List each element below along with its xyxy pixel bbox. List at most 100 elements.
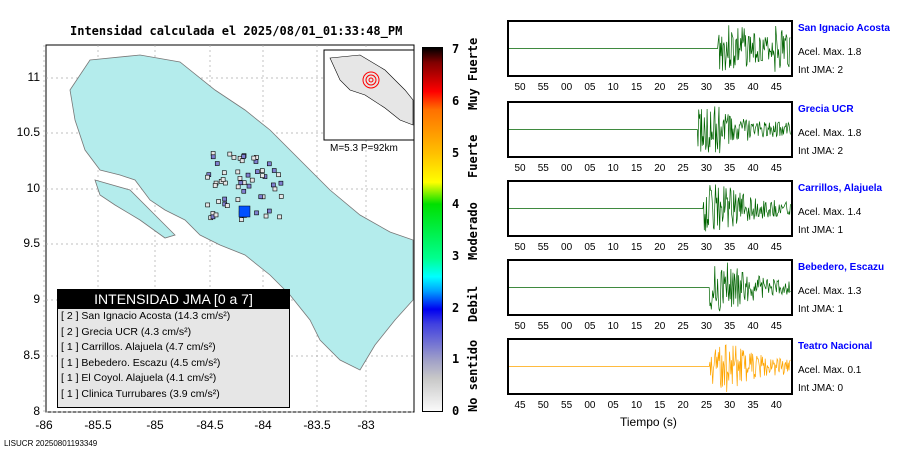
page-title: Intensidad calculada el 2025/08/01_01:33… bbox=[70, 24, 403, 38]
time-tick-label: 20 bbox=[677, 400, 689, 411]
legend-item: [ 2 ] Grecia UCR (4.3 cm/s²) bbox=[61, 325, 192, 338]
time-tick-label: 35 bbox=[724, 242, 736, 253]
station-marker bbox=[267, 208, 272, 214]
station-marker bbox=[276, 172, 281, 178]
time-tick-label: 25 bbox=[677, 321, 689, 332]
colorbar-category: Moderado bbox=[466, 202, 480, 260]
time-tick-label: 20 bbox=[654, 242, 666, 253]
colorbar-category: Muy Fuerte bbox=[466, 37, 480, 110]
lat-tick-label: 8 bbox=[33, 404, 40, 418]
time-tick-label: 50 bbox=[514, 163, 526, 174]
waveform-trace bbox=[509, 25, 791, 72]
time-tick-label: 20 bbox=[654, 321, 666, 332]
waveform-trace bbox=[509, 262, 791, 312]
intensity-legend: INTENSIDAD JMA [0 a 7] [ 2 ] San Ignacio… bbox=[57, 289, 290, 408]
lon-tick-label: -86 bbox=[35, 418, 53, 432]
time-tick-label: 15 bbox=[630, 242, 643, 253]
station-marker bbox=[241, 188, 247, 194]
waveform-panel bbox=[507, 338, 793, 395]
colorbar-value: 2 bbox=[452, 300, 460, 315]
time-tick-label: 35 bbox=[724, 163, 736, 174]
station-marker bbox=[277, 214, 282, 220]
station-marker bbox=[266, 161, 272, 167]
time-tick-label: 15 bbox=[630, 321, 643, 332]
time-tick-label: 10 bbox=[607, 321, 619, 332]
time-tick-label: 55 bbox=[537, 242, 549, 253]
legend-item: [ 1 ] El Coyol. Alajuela (4.1 cm/s²) bbox=[61, 372, 217, 384]
station-marker bbox=[224, 203, 230, 208]
colorbar-value: 7 bbox=[452, 42, 460, 57]
time-tick-label: 15 bbox=[654, 400, 666, 411]
colorbar-value: 4 bbox=[452, 197, 460, 212]
lon-tick-label: -84 bbox=[254, 418, 272, 432]
time-tick-label: 40 bbox=[747, 321, 759, 332]
time-tick-label: 10 bbox=[607, 242, 619, 253]
station-name: Carrillos, Alajuela bbox=[798, 183, 883, 194]
station-marker bbox=[210, 154, 216, 160]
colorbar-category: No sentido bbox=[466, 339, 480, 412]
lat-tick-label: 9.5 bbox=[23, 236, 40, 250]
station-max-accel: Acel. Max. 1.3 bbox=[798, 286, 862, 297]
waveform-trace bbox=[509, 184, 791, 232]
time-tick-label: 10 bbox=[630, 400, 643, 411]
time-tick-label: 05 bbox=[584, 163, 596, 174]
waveform-panel bbox=[507, 180, 793, 237]
time-tick-label: 55 bbox=[537, 163, 549, 174]
time-tick-label: 35 bbox=[747, 400, 759, 411]
time-tick-label: 35 bbox=[724, 82, 736, 93]
time-tick-label: 00 bbox=[561, 163, 573, 174]
time-tick-label: 05 bbox=[584, 321, 596, 332]
station-marker bbox=[239, 158, 245, 164]
time-tick-label: 00 bbox=[561, 242, 573, 253]
station-marker bbox=[220, 177, 226, 182]
waveform-panel bbox=[507, 259, 793, 316]
station-marker bbox=[260, 173, 265, 178]
time-tick-label: 40 bbox=[747, 242, 759, 253]
time-tick-label: 45 bbox=[770, 82, 782, 93]
station-marker bbox=[272, 186, 278, 192]
time-tick-label: 50 bbox=[514, 321, 526, 332]
time-tick-label: 50 bbox=[537, 400, 549, 411]
time-tick-label: 25 bbox=[677, 82, 689, 93]
station-marker bbox=[246, 183, 252, 189]
time-tick-label: 45 bbox=[514, 400, 526, 411]
legend-item: [ 2 ] San Ignacio Acosta (14.3 cm/s²) bbox=[61, 310, 231, 322]
inset-label: M=5.3 P=92km bbox=[330, 143, 398, 154]
colorbar-category: Fuerte bbox=[466, 134, 480, 178]
time-tick-label: 10 bbox=[607, 163, 619, 174]
lat-tick-label: 11 bbox=[27, 70, 40, 84]
station-marker bbox=[235, 169, 241, 175]
station-marker bbox=[245, 172, 251, 178]
lon-tick-label: -84.5 bbox=[196, 418, 224, 432]
lat-tick-label: 10 bbox=[26, 181, 40, 195]
station-marker bbox=[251, 155, 257, 161]
legend-item: [ 1 ] Carrillos. Alajuela (4.7 cm/s²) bbox=[61, 341, 216, 353]
time-tick-label: 50 bbox=[514, 82, 526, 93]
lon-tick-label: -85.5 bbox=[84, 418, 112, 432]
legend-header: INTENSIDAD JMA [0 a 7] bbox=[58, 290, 289, 309]
station-marker bbox=[238, 180, 244, 186]
time-tick-label: 55 bbox=[537, 82, 549, 93]
station-marker bbox=[258, 194, 264, 200]
waveform-panel bbox=[507, 20, 793, 77]
waveform-trace bbox=[509, 344, 791, 393]
station-marker bbox=[254, 210, 259, 216]
lon-tick-label: -85 bbox=[146, 418, 164, 432]
station-max-accel: Acel. Max. 1.4 bbox=[798, 207, 862, 218]
station-name: Grecia UCR bbox=[798, 104, 854, 115]
station-name: Teatro Nacional bbox=[798, 341, 873, 352]
time-tick-label: 30 bbox=[700, 242, 712, 253]
legend-item: [ 1 ] Clinica Turrubares (3.9 cm/s²) bbox=[61, 387, 220, 400]
station-marker bbox=[249, 177, 255, 183]
station-marker bbox=[278, 180, 284, 186]
station-name: Bebedero, Escazu bbox=[798, 262, 885, 273]
waveform-panel bbox=[507, 101, 793, 158]
station-marker bbox=[231, 155, 237, 160]
colorbar-value: 5 bbox=[452, 145, 460, 160]
station-marker bbox=[214, 161, 220, 166]
station-marker bbox=[271, 168, 277, 173]
time-tick-label: 30 bbox=[724, 400, 736, 411]
colorbar-value: 6 bbox=[452, 93, 460, 108]
footer-id: LISUCR 20250801193349 bbox=[4, 439, 98, 448]
